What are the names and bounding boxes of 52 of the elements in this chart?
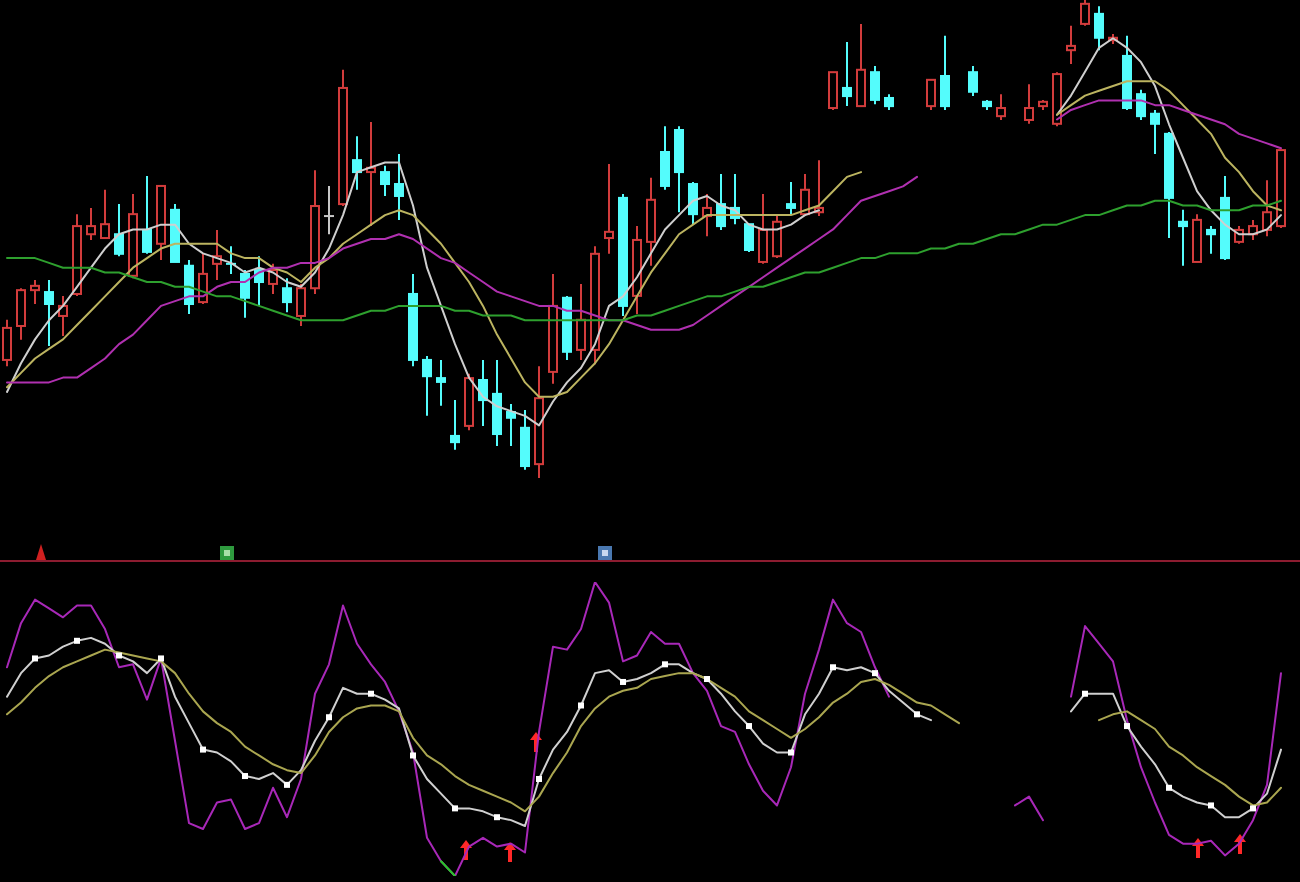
point — [326, 714, 332, 721]
candlestick — [842, 41, 852, 108]
point — [410, 752, 416, 759]
candlestick — [436, 358, 446, 407]
candlestick — [576, 282, 586, 361]
candlestick — [323, 184, 335, 236]
point — [662, 661, 668, 668]
candlestick — [1178, 208, 1188, 267]
candlestick — [856, 22, 866, 108]
point — [704, 676, 710, 683]
point — [284, 781, 290, 788]
candlestick — [548, 272, 558, 385]
point — [452, 805, 458, 812]
candlestick — [1066, 24, 1076, 66]
point — [200, 746, 206, 753]
point — [1208, 802, 1214, 809]
point — [830, 664, 836, 671]
point — [494, 814, 500, 821]
point — [872, 670, 878, 677]
candlestick — [170, 203, 180, 263]
candlestick — [184, 259, 194, 316]
candlestick — [394, 152, 404, 221]
candlestick — [1192, 213, 1202, 263]
point — [158, 655, 164, 662]
candlestick — [86, 206, 96, 241]
point — [536, 775, 542, 782]
point — [1250, 805, 1256, 812]
candlestick — [534, 365, 544, 478]
point — [116, 652, 122, 659]
candlestick — [100, 188, 110, 240]
point — [746, 723, 752, 730]
point — [32, 655, 38, 662]
point — [74, 637, 80, 644]
candlestick — [30, 279, 40, 306]
point — [242, 773, 248, 780]
candlestick — [604, 162, 614, 255]
point — [788, 749, 794, 756]
candlestick — [450, 399, 460, 451]
candlestick — [44, 279, 54, 348]
point — [1082, 690, 1088, 697]
candlestick — [310, 169, 320, 295]
candlestick — [646, 176, 656, 267]
candlestick — [632, 225, 642, 316]
candlestick — [212, 228, 222, 282]
point — [578, 702, 584, 709]
point — [1166, 784, 1172, 791]
point — [1124, 723, 1130, 730]
candlestick — [366, 120, 376, 228]
candlestick — [492, 358, 502, 447]
point — [620, 678, 626, 685]
point — [914, 711, 920, 718]
point — [368, 690, 374, 697]
